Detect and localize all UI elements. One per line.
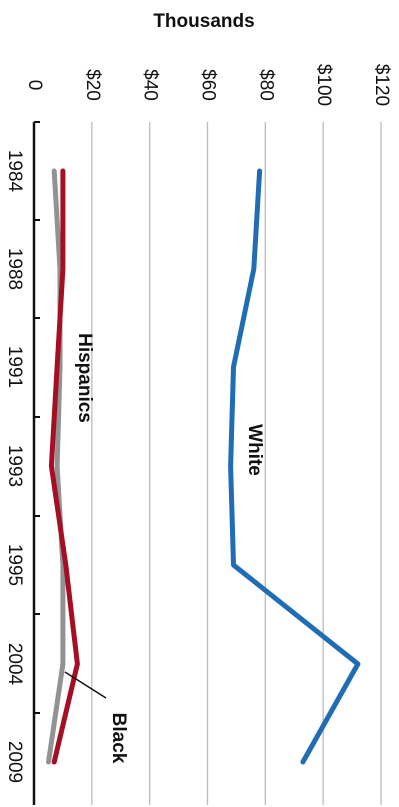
y-tick-label: $120 [371, 64, 392, 106]
category-label: 2004 [4, 643, 25, 686]
black-leader-line [64, 671, 107, 699]
y-tick-label: $40 [140, 69, 161, 101]
series-label-black: Black [108, 713, 129, 764]
series-lines [46, 168, 361, 765]
series-label-white: White [244, 424, 265, 476]
y-tick-label: $20 [82, 69, 103, 101]
gridlines [91, 122, 382, 805]
series-line-black [46, 168, 66, 765]
y-tick-labels: 0 $20 $40 $60 $80 $100 $120 [24, 64, 392, 106]
x-axis: 1984 1988 1991 1993 1995 2004 2009 [4, 121, 40, 805]
category-label: 2009 [4, 741, 25, 783]
series-label-hispanics: Hispanics [74, 333, 95, 423]
y-tick-label: $60 [197, 69, 218, 101]
series-line-white [228, 168, 361, 765]
series-line-hispanics [48, 168, 80, 765]
category-label: 1993 [4, 445, 25, 487]
category-label: 1984 [4, 150, 25, 193]
y-tick-label: $100 [313, 64, 334, 106]
category-label: 1995 [4, 544, 25, 586]
series-labels: White Hispanics Black [64, 333, 265, 764]
y-tick-label: $80 [255, 69, 276, 101]
category-label: 1991 [4, 346, 25, 388]
y-axis-title: Thousands [153, 11, 254, 32]
category-label: 1988 [4, 248, 25, 290]
y-tick-label: 0 [24, 80, 45, 91]
